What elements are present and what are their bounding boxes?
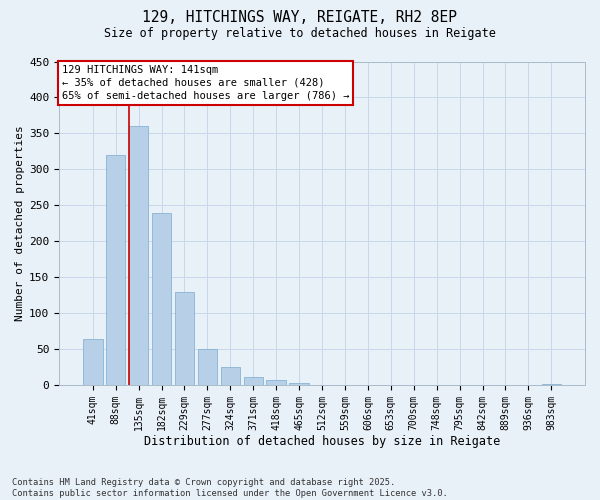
Text: 129 HITCHINGS WAY: 141sqm
← 35% of detached houses are smaller (428)
65% of semi: 129 HITCHINGS WAY: 141sqm ← 35% of detac…	[62, 64, 349, 101]
Bar	[266, 380, 286, 386]
Bar	[335, 384, 355, 386]
Bar	[244, 376, 263, 386]
Bar	[289, 383, 309, 386]
Bar	[221, 368, 240, 386]
Text: 129, HITCHINGS WAY, REIGATE, RH2 8EP: 129, HITCHINGS WAY, REIGATE, RH2 8EP	[143, 10, 458, 25]
Y-axis label: Number of detached properties: Number of detached properties	[15, 126, 25, 322]
Text: Contains HM Land Registry data © Crown copyright and database right 2025.
Contai: Contains HM Land Registry data © Crown c…	[12, 478, 448, 498]
X-axis label: Distribution of detached houses by size in Reigate: Distribution of detached houses by size …	[144, 434, 500, 448]
Bar	[175, 292, 194, 386]
Bar	[129, 126, 148, 386]
Bar	[197, 350, 217, 386]
Text: Size of property relative to detached houses in Reigate: Size of property relative to detached ho…	[104, 28, 496, 40]
Bar	[542, 384, 561, 386]
Bar	[106, 155, 125, 386]
Bar	[152, 212, 172, 386]
Bar	[450, 384, 469, 386]
Bar	[313, 384, 332, 386]
Bar	[83, 338, 103, 386]
